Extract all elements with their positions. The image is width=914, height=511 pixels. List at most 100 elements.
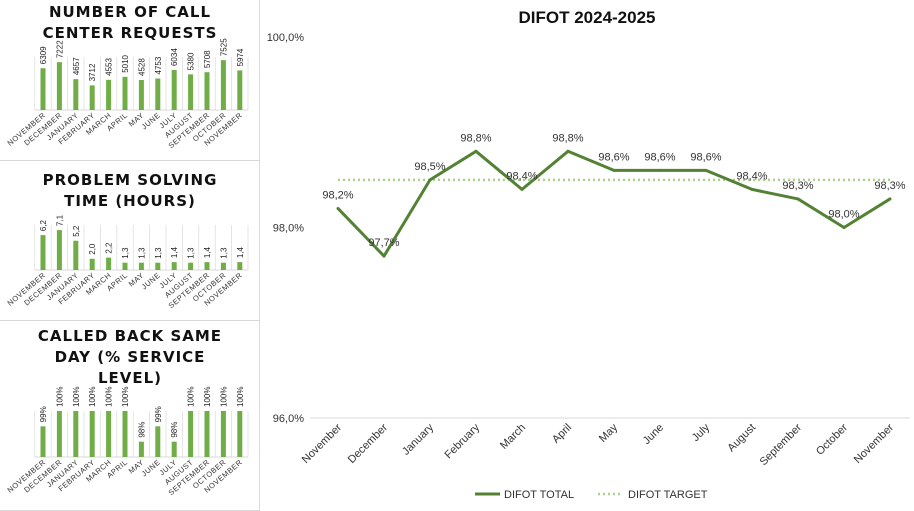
data-point xyxy=(566,149,570,153)
x-tick-label: October xyxy=(814,421,850,457)
data-label: 100% xyxy=(203,387,212,407)
bar xyxy=(188,74,194,110)
data-label: 5,2 xyxy=(72,225,81,237)
chart-title: DIFOT 2024-2025 xyxy=(518,8,656,27)
data-label: 6,2 xyxy=(39,219,48,231)
data-label: 1,3 xyxy=(219,247,228,259)
x-tick-label: January xyxy=(400,421,437,458)
data-label: 1,3 xyxy=(121,247,130,259)
bar xyxy=(106,411,112,457)
data-point xyxy=(382,254,386,258)
data-label: 5380 xyxy=(187,52,196,70)
data-label: 98,8% xyxy=(460,132,491,144)
data-label: 4753 xyxy=(154,56,163,74)
data-point xyxy=(842,226,846,229)
bar xyxy=(204,411,210,457)
bar xyxy=(40,68,46,110)
bar xyxy=(73,411,79,457)
data-label: 1,4 xyxy=(236,246,245,258)
x-tick-label: JUNE xyxy=(140,271,162,292)
legend-total-label: DIFOT TOTAL xyxy=(504,489,574,501)
bar xyxy=(122,411,128,457)
data-point xyxy=(658,168,662,172)
bar xyxy=(220,262,226,270)
data-point xyxy=(474,149,478,153)
bar xyxy=(237,411,243,457)
data-label: 100% xyxy=(72,387,81,407)
data-label: 99% xyxy=(39,406,48,422)
data-label: 1,3 xyxy=(154,247,163,259)
y-tick-label: 96,0% xyxy=(273,413,304,425)
data-label: 98% xyxy=(137,422,146,438)
called-back-panel: CALLED BACK SAME DAY (% SERVICE LEVEL) 9… xyxy=(0,321,260,511)
data-label: 98,4% xyxy=(736,170,767,182)
data-label: 97,7% xyxy=(368,237,399,249)
chart-title: NUMBER OF CALL CENTER REQUESTS xyxy=(42,3,218,42)
data-label: 100% xyxy=(219,387,228,407)
data-label: 98,0% xyxy=(828,209,859,221)
data-label: 99% xyxy=(154,406,163,422)
data-label: 6309 xyxy=(39,46,48,64)
data-point xyxy=(520,187,524,191)
bar xyxy=(89,258,95,270)
data-label: 4528 xyxy=(137,58,146,76)
call-center-requests-panel: NUMBER OF CALL CENTER REQUESTS 6309 NOVEM… xyxy=(0,0,260,161)
bar xyxy=(138,262,144,270)
bar xyxy=(171,70,177,110)
difot-chart: 96,0% 98,0% 100,0% 98,2% November 97,7% Decemb… xyxy=(267,32,910,501)
bar xyxy=(155,262,161,270)
x-tick-label: June xyxy=(641,422,666,447)
bar xyxy=(56,62,62,110)
data-label: 98% xyxy=(170,422,179,438)
bar xyxy=(138,80,144,110)
y-tick-label: 100,0% xyxy=(267,32,305,44)
data-label: 7525 xyxy=(219,38,228,56)
bar xyxy=(171,262,177,270)
data-label: 3712 xyxy=(88,63,97,81)
y-tick-label: 98,0% xyxy=(273,223,304,235)
bar xyxy=(89,411,95,457)
bar xyxy=(89,85,95,110)
x-tick-label: April xyxy=(550,422,574,446)
bar xyxy=(106,257,112,270)
data-label: 98,4% xyxy=(506,170,537,182)
x-tick-label: JUNE xyxy=(140,111,162,132)
x-tick-label: July xyxy=(690,421,713,444)
bar xyxy=(73,79,79,110)
x-tick-label: December xyxy=(346,421,391,466)
data-point xyxy=(428,178,432,182)
data-label: 98,3% xyxy=(782,180,813,192)
x-tick-label: May xyxy=(597,421,621,445)
data-label: 98,5% xyxy=(414,161,445,173)
x-tick-label: JUNE xyxy=(140,458,162,479)
data-label: 1,4 xyxy=(170,246,179,258)
data-point xyxy=(796,197,800,201)
bar xyxy=(122,262,128,270)
chart-title: CALLED BACK SAME DAY (% SERVICE LEVEL) xyxy=(37,327,223,387)
data-label: 98,8% xyxy=(552,132,583,144)
data-label: 98,6% xyxy=(598,151,629,163)
data-label: 4657 xyxy=(72,57,81,75)
data-label: 98,6% xyxy=(644,151,675,163)
data-label: 1,3 xyxy=(187,247,196,259)
data-label: 100% xyxy=(187,387,196,407)
bar xyxy=(155,426,161,457)
legend-target-label: DIFOT TARGET xyxy=(628,489,708,501)
data-label: 7222 xyxy=(55,40,64,58)
chart-title: PROBLEM SOLVING TIME (HOURS) xyxy=(42,171,218,210)
data-label: 5708 xyxy=(203,50,212,68)
problem-solving-panel: PROBLEM SOLVING TIME (HOURS) 6,2 NOVEMBER… xyxy=(0,161,260,321)
x-tick-label: March xyxy=(498,422,528,452)
data-label: 6034 xyxy=(170,48,179,66)
bar xyxy=(188,411,194,457)
data-label: 100% xyxy=(55,387,64,407)
bar xyxy=(40,235,46,270)
x-tick-label: November xyxy=(300,421,345,466)
called-back-chart: 99%NOVEMBER100%DECEMBER100%JANUARY100%FE… xyxy=(6,387,249,497)
bar xyxy=(204,262,210,270)
problem-solving-chart: 6,2NOVEMBER7,1DECEMBER5,2JANUARY2,0FEBRU… xyxy=(6,214,249,310)
bar xyxy=(171,441,177,457)
data-label: 2,0 xyxy=(88,243,97,255)
data-point xyxy=(750,187,754,191)
x-tick-label: November xyxy=(852,421,897,466)
